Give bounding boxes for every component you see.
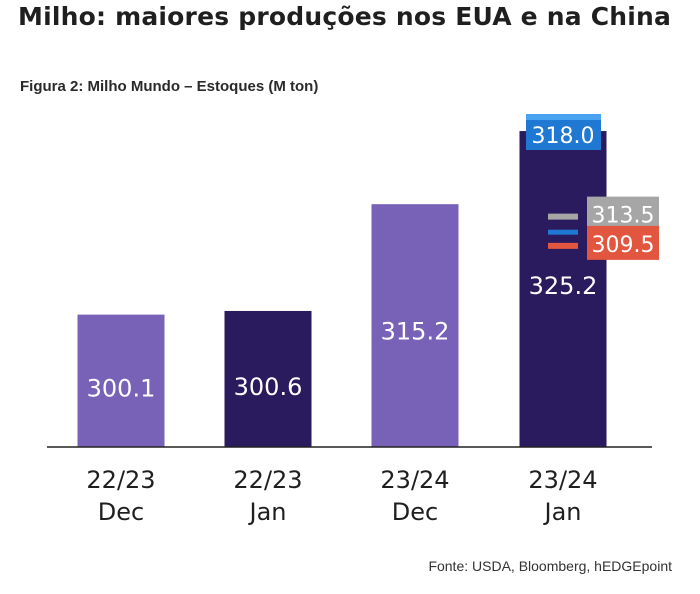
bar-value-label: 300.1 <box>87 374 156 402</box>
bar <box>371 204 459 447</box>
estimate-dash <box>548 242 578 249</box>
category-label: Jan <box>248 498 287 526</box>
category-label: Jan <box>543 498 582 526</box>
category-label: 22/23 <box>86 466 155 494</box>
estimate-label: 313.5 <box>592 204 655 229</box>
estimate-dash <box>548 213 578 220</box>
estimate-label-box <box>587 196 659 231</box>
page-title: Milho: maiores produções nos EUA e na Ch… <box>18 2 672 31</box>
estimate-label: 318.0 <box>532 124 595 149</box>
bar <box>519 131 607 447</box>
estimate-label-box <box>587 225 659 260</box>
estimate-dash <box>548 229 578 235</box>
bar <box>224 310 312 447</box>
bar-value-label: 325.2 <box>529 272 598 300</box>
category-label: 23/24 <box>528 466 597 494</box>
category-label: Dec <box>98 498 144 526</box>
estimate-marker <box>526 114 601 120</box>
category-label: Dec <box>392 498 438 526</box>
source-note: Fonte: USDA, Bloomberg, hEDGEpoint <box>428 558 672 574</box>
category-label: 22/23 <box>233 466 302 494</box>
bar-value-label: 300.6 <box>234 373 303 401</box>
chart-title: Figura 2: Milho Mundo – Estoques (M ton) <box>20 78 319 95</box>
bar <box>77 314 165 447</box>
bar-value-label: 315.2 <box>381 317 450 345</box>
category-label: 23/24 <box>380 466 449 494</box>
estimate-label-box <box>526 120 601 150</box>
estimate-label: 309.5 <box>592 233 655 258</box>
